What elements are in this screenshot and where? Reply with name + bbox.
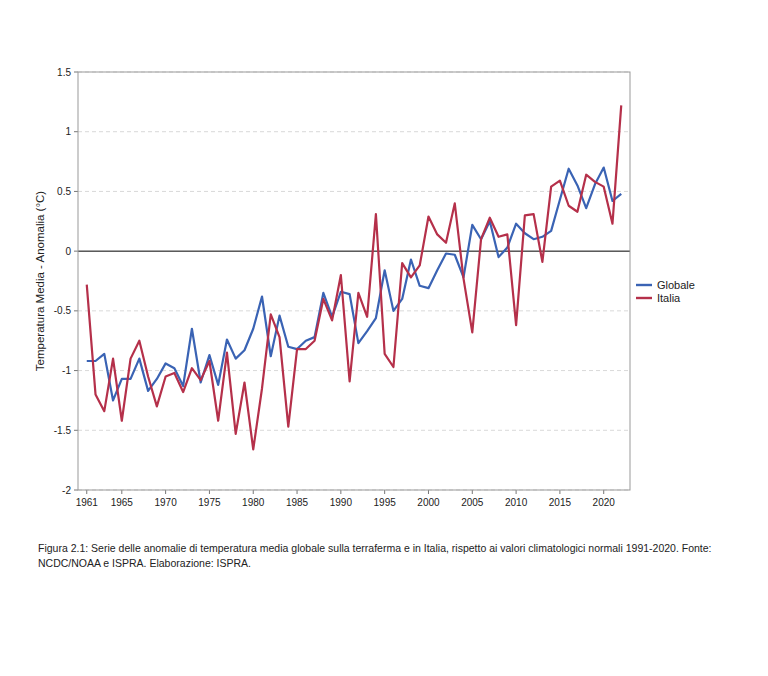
x-tick bbox=[559, 490, 560, 494]
x-tick-label: 2005 bbox=[461, 497, 484, 508]
x-tick-label: 2015 bbox=[549, 497, 572, 508]
grid-line bbox=[78, 131, 630, 132]
y-tick bbox=[74, 251, 78, 252]
legend-swatch bbox=[636, 284, 652, 286]
legend-label: Globale bbox=[657, 279, 695, 291]
x-tick-label: 1961 bbox=[76, 497, 99, 508]
y-tick bbox=[74, 370, 78, 371]
series-line bbox=[87, 105, 621, 449]
y-axis-label: Temperatura Media - Anomalia (°C) bbox=[34, 191, 46, 372]
grid-line bbox=[78, 310, 630, 311]
x-tick bbox=[297, 490, 298, 494]
grid-line bbox=[78, 251, 630, 252]
y-tick bbox=[74, 72, 78, 73]
x-tick bbox=[165, 490, 166, 494]
x-tick-label: 1990 bbox=[330, 497, 353, 508]
x-tick-label: 1970 bbox=[154, 497, 177, 508]
x-tick-label: 2000 bbox=[417, 497, 440, 508]
grid-line bbox=[78, 430, 630, 431]
series-group bbox=[87, 105, 621, 449]
caption: Figura 2.1: Serie delle anomalie di temp… bbox=[38, 541, 738, 571]
x-tick bbox=[209, 490, 210, 494]
x-tick bbox=[384, 490, 385, 494]
x-tick bbox=[603, 490, 604, 494]
x-tick bbox=[121, 490, 122, 494]
x-tick-label: 1995 bbox=[374, 497, 397, 508]
y-tick-label: -0.5 bbox=[54, 305, 72, 316]
x-tick bbox=[340, 490, 341, 494]
legend-swatch bbox=[636, 297, 652, 299]
x-tick bbox=[253, 490, 254, 494]
x-tick-label: 1985 bbox=[286, 497, 309, 508]
chart: -2 -1.5 -1 -0.5 0 0.5 1 1.5 1961 1965 1970 1975 1980… bbox=[0, 0, 768, 676]
y-tick bbox=[74, 490, 78, 491]
x-tick bbox=[472, 490, 473, 494]
legend-label: Italia bbox=[657, 292, 681, 304]
x-tick bbox=[86, 490, 87, 494]
x-tick-label: 1965 bbox=[111, 497, 134, 508]
x-tick-label: 1975 bbox=[198, 497, 221, 508]
y-tick-label: 0 bbox=[65, 246, 71, 257]
y-tick-label: -1.5 bbox=[54, 425, 72, 436]
y-tick bbox=[74, 131, 78, 132]
x-tick-label: 2010 bbox=[505, 497, 528, 508]
y-tick-label: 0.5 bbox=[57, 186, 71, 197]
y-tick-label: -1 bbox=[62, 365, 71, 376]
plot-frame bbox=[78, 72, 630, 490]
x-tick bbox=[428, 490, 429, 494]
x-tick-label: 2020 bbox=[593, 497, 616, 508]
y-tick bbox=[74, 191, 78, 192]
x-tick-label: 1980 bbox=[242, 497, 265, 508]
grid-line bbox=[78, 191, 630, 192]
series-line bbox=[87, 168, 621, 401]
x-tick bbox=[516, 490, 517, 494]
y-tick-label: 1 bbox=[65, 126, 71, 137]
y-tick-label: 1.5 bbox=[57, 67, 71, 78]
y-tick bbox=[74, 310, 78, 311]
y-tick-label: -2 bbox=[62, 485, 71, 496]
y-tick bbox=[74, 430, 78, 431]
